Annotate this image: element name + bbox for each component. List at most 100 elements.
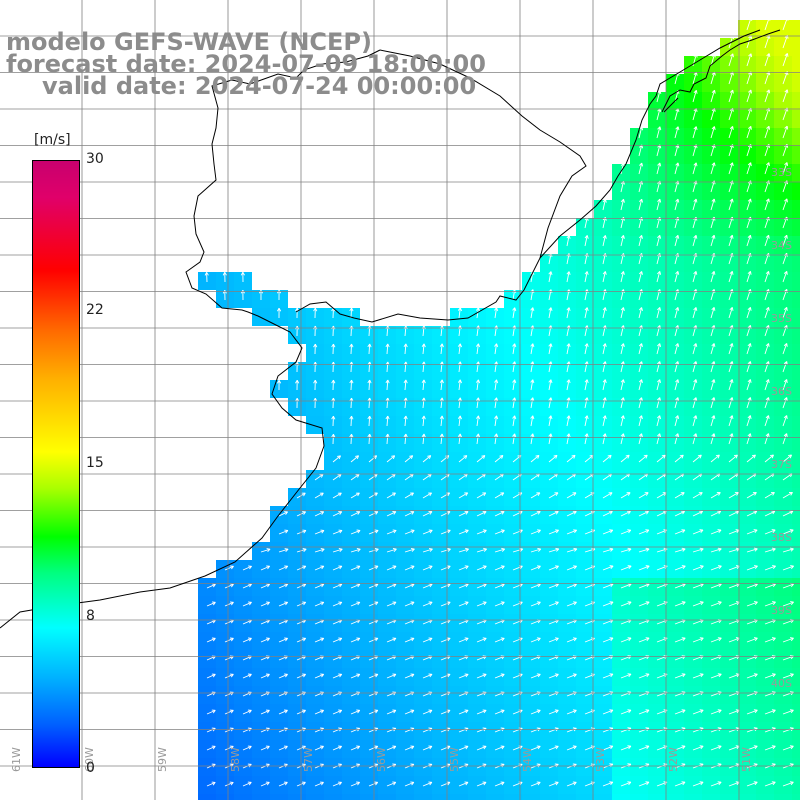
wind-cell <box>576 578 594 596</box>
wind-arrow <box>242 583 252 589</box>
wind-arrow <box>692 89 698 103</box>
wind-arrow <box>404 601 415 607</box>
wind-cell <box>270 542 288 560</box>
wind-cell <box>648 614 666 632</box>
wind-cell <box>792 254 800 272</box>
wind-arrow <box>350 745 361 751</box>
wind-arrow <box>476 492 487 499</box>
wind-cell <box>324 614 342 632</box>
wind-arrow <box>638 235 643 247</box>
wind-arrow <box>764 673 776 679</box>
wind-cell <box>756 632 774 650</box>
wind-arrow <box>422 583 433 589</box>
wind-arrow <box>602 198 607 211</box>
wind-cell <box>756 596 774 614</box>
wind-cell <box>414 542 432 560</box>
wind-arrow <box>512 601 523 607</box>
wind-cell <box>576 524 594 542</box>
wind-cell <box>306 740 324 758</box>
wind-arrow <box>656 379 662 391</box>
wind-cell <box>270 758 288 776</box>
wind-cell <box>324 524 342 542</box>
wind-cell <box>234 578 252 596</box>
wind-arrow <box>584 271 589 283</box>
wind-arrow <box>367 433 372 445</box>
wind-cell <box>774 794 792 800</box>
wind-arrow <box>782 673 794 679</box>
wind-arrow <box>530 781 541 787</box>
wind-arrow <box>350 548 361 553</box>
wind-arrow <box>710 781 722 787</box>
wind-cell <box>630 614 648 632</box>
wind-cell <box>450 596 468 614</box>
wind-arrow <box>566 529 577 535</box>
wind-cell <box>288 758 306 776</box>
wind-arrow <box>710 565 722 571</box>
wind-cell <box>540 560 558 578</box>
wind-cell <box>414 506 432 524</box>
wind-cell <box>288 704 306 722</box>
wind-arrow <box>475 433 481 445</box>
wind-arrow <box>403 415 408 427</box>
wind-cell <box>288 560 306 578</box>
wind-arrow <box>548 271 553 283</box>
wind-cell <box>558 704 576 722</box>
wind-arrow <box>764 125 771 139</box>
wind-arrow <box>260 709 270 715</box>
wind-cell <box>540 542 558 560</box>
wind-cell <box>432 614 450 632</box>
wind-cell <box>342 542 360 560</box>
wind-cell <box>396 488 414 506</box>
wind-arrow <box>457 397 462 409</box>
wind-arrow <box>314 673 325 679</box>
wind-cell <box>396 452 414 470</box>
wind-arrow <box>224 583 234 589</box>
wind-cell <box>612 470 630 488</box>
wind-arrow <box>638 547 650 553</box>
wind-arrow <box>404 511 415 517</box>
forecast-date: forecast date: 2024-07-09 18:00:00 <box>6 50 486 78</box>
wind-arrow <box>782 125 789 139</box>
wind-cell <box>702 758 720 776</box>
wind-cell <box>792 524 800 542</box>
wind-arrow <box>457 433 462 445</box>
wind-cell <box>630 668 648 686</box>
wind-arrow <box>746 17 753 31</box>
wind-cell <box>612 488 630 506</box>
wind-cell <box>594 542 612 560</box>
wind-cell <box>612 524 630 542</box>
wind-cell <box>342 596 360 614</box>
wind-cell <box>288 740 306 758</box>
wind-cell <box>468 578 486 596</box>
wind-arrow <box>368 781 379 787</box>
wind-arrow <box>386 673 397 679</box>
wind-arrow <box>421 343 426 355</box>
wind-arrow <box>512 673 523 679</box>
wind-arrow <box>710 343 716 355</box>
wind-cell <box>396 470 414 488</box>
wind-arrow <box>314 529 325 535</box>
wind-cell <box>252 686 270 704</box>
wind-arrow <box>638 529 650 535</box>
wind-cell <box>486 506 504 524</box>
wind-arrow <box>260 601 270 607</box>
wind-cell <box>378 542 396 560</box>
wind-arrow <box>494 781 505 787</box>
colorbar-unit: [m/s] <box>34 132 71 148</box>
wind-cell <box>522 614 540 632</box>
wind-arrow <box>476 637 487 643</box>
wind-arrow <box>224 709 234 715</box>
wind-arrow <box>674 745 686 751</box>
wind-cell <box>666 470 684 488</box>
wind-arrow <box>638 673 650 679</box>
wind-cell <box>648 686 666 704</box>
wind-arrow <box>782 637 794 643</box>
wind-arrow <box>638 492 649 499</box>
wind-arrow <box>566 397 571 409</box>
wind-arrow <box>458 529 469 535</box>
wind-cell <box>414 794 432 800</box>
wind-cell <box>234 650 252 668</box>
wind-cell <box>486 560 504 578</box>
wind-arrow <box>367 415 372 427</box>
wind-cell <box>774 650 792 668</box>
